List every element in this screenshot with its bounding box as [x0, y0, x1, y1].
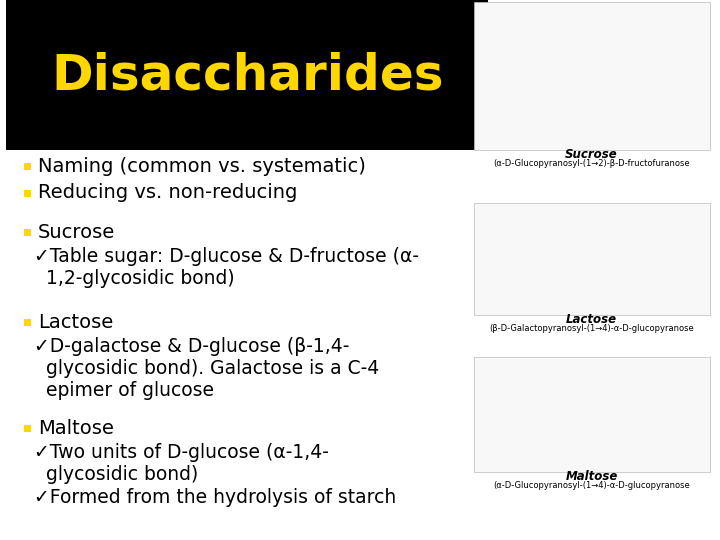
FancyBboxPatch shape	[24, 163, 31, 170]
FancyBboxPatch shape	[474, 203, 710, 315]
Text: Maltose: Maltose	[38, 418, 114, 437]
Text: (α-D-Glucopyranosyl-(1→2)-β-D-fructofuranose: (α-D-Glucopyranosyl-(1→2)-β-D-fructofura…	[493, 159, 690, 168]
Text: Sucrose: Sucrose	[565, 148, 618, 161]
Text: ✓Two units of D-glucose (α-1,4-
  glycosidic bond): ✓Two units of D-glucose (α-1,4- glycosid…	[34, 443, 329, 484]
Text: (α-D-Glucopyranosyl-(1→4)-α-D-glucopyranose: (α-D-Glucopyranosyl-(1→4)-α-D-glucopyran…	[493, 481, 690, 490]
Text: Sucrose: Sucrose	[38, 222, 115, 241]
Text: Lactose: Lactose	[566, 313, 617, 326]
Text: ✓Table sugar: D-glucose & D-fructose (α-
  1,2-glycosidic bond): ✓Table sugar: D-glucose & D-fructose (α-…	[34, 247, 419, 288]
FancyBboxPatch shape	[6, 0, 488, 150]
Text: Lactose: Lactose	[38, 313, 113, 332]
Text: (β-D-Galactopyranosyl-(1→4)-α-D-glucopyranose: (β-D-Galactopyranosyl-(1→4)-α-D-glucopyr…	[489, 324, 694, 333]
FancyBboxPatch shape	[474, 357, 710, 472]
Text: Naming (common vs. systematic): Naming (common vs. systematic)	[38, 157, 366, 176]
Text: ✓Formed from the hydrolysis of starch: ✓Formed from the hydrolysis of starch	[34, 488, 396, 507]
Text: Maltose: Maltose	[565, 470, 618, 483]
FancyBboxPatch shape	[24, 424, 31, 431]
Text: Disaccharides: Disaccharides	[51, 51, 444, 99]
FancyBboxPatch shape	[24, 190, 31, 197]
Text: ✓D-galactose & D-glucose (β-1,4-
  glycosidic bond). Galactose is a C-4
  epimer: ✓D-galactose & D-glucose (β-1,4- glycosi…	[34, 337, 379, 400]
FancyBboxPatch shape	[474, 2, 710, 150]
Text: Reducing vs. non-reducing: Reducing vs. non-reducing	[38, 184, 297, 202]
FancyBboxPatch shape	[24, 319, 31, 326]
FancyBboxPatch shape	[24, 228, 31, 235]
